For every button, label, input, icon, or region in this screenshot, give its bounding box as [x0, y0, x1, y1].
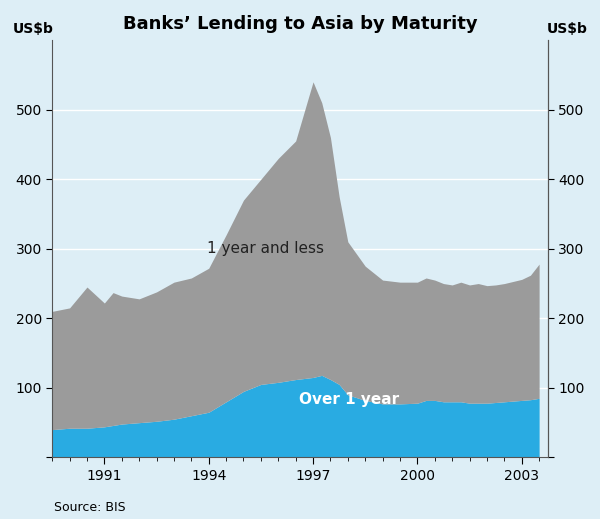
- Text: US$b: US$b: [13, 22, 53, 36]
- Text: 1 year and less: 1 year and less: [207, 241, 324, 256]
- Title: Banks’ Lending to Asia by Maturity: Banks’ Lending to Asia by Maturity: [122, 15, 478, 33]
- Text: US$b: US$b: [547, 22, 587, 36]
- Text: Over 1 year: Over 1 year: [299, 391, 400, 406]
- Text: Source: BIS: Source: BIS: [54, 501, 125, 514]
